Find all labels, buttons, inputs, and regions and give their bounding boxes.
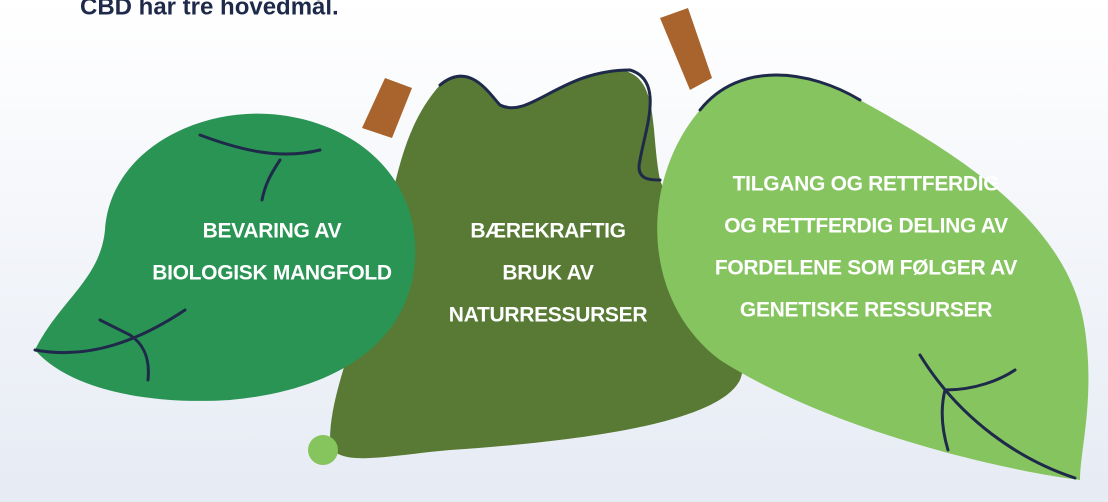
leaf-label: BÆREKRAFTIG: [470, 220, 625, 243]
leaf-dot: [308, 435, 338, 465]
leaf-label: GENETISKE RESSURSER: [740, 299, 992, 322]
leaf-label: BIOLOGISK MANGFOLD: [152, 262, 392, 285]
header-text: CBD har tre hovedmål.: [80, 0, 339, 20]
leaf-label: TILGANG OG RETTFERDIG: [733, 173, 1000, 196]
leaf-label: OG RETTFERDIG DELING AV: [724, 215, 1008, 238]
illustration: CBD har tre hovedmål. BEVARING AV BIOLOGI…: [0, 0, 1108, 502]
page: CBD har tre hovedmål. BEVARING AV BIOLOGI…: [0, 0, 1108, 502]
leaf-label: NATURRESSURSER: [449, 304, 648, 327]
leaf-label: BEVARING AV: [203, 220, 342, 243]
leaf-label: FORDELENE SOM FØLGER AV: [715, 257, 1018, 280]
leaf-label: BRUK AV: [502, 262, 594, 285]
